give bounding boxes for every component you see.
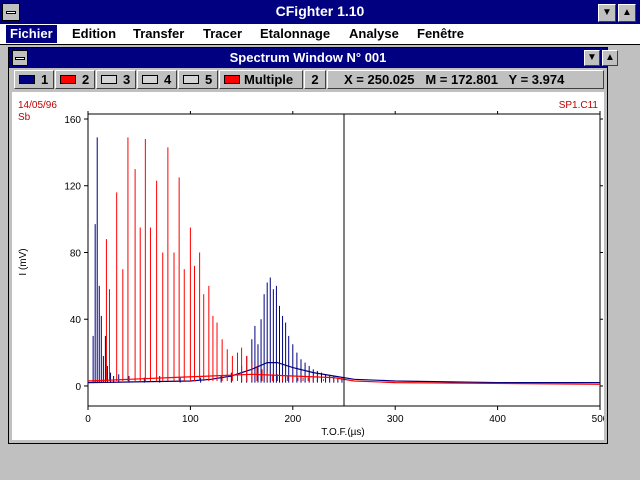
menu-etalonnage[interactable]: Etalonnage <box>260 26 331 41</box>
trace-toggle-3[interactable]: 3 <box>96 70 136 89</box>
y-tick-label: 80 <box>70 248 82 259</box>
spectrum-window-titlebar <box>9 48 607 68</box>
cursor-readout: X = 250.025 M = 172.801 Y = 3.974 <box>327 70 604 89</box>
trace-4-label: 4 <box>164 72 172 87</box>
system-menu-icon[interactable] <box>2 3 20 21</box>
trace-toggle-1[interactable]: 1 <box>14 70 54 89</box>
trace-toggle-4[interactable]: 4 <box>137 70 177 89</box>
trace-3-swatch <box>101 75 117 84</box>
menu-fichier[interactable]: Fichier <box>6 25 57 43</box>
child-system-menu-icon[interactable] <box>12 50 28 66</box>
menu-fenetre[interactable]: Fenêtre <box>417 26 464 41</box>
menu-tracer[interactable]: Tracer <box>203 26 243 41</box>
status-strip <box>0 470 640 480</box>
trace-toggle-5[interactable]: 5 <box>178 70 218 89</box>
multiple-swatch <box>224 75 240 84</box>
app-titlebar <box>0 0 640 24</box>
trace-5-swatch <box>183 75 199 84</box>
menu-transfer[interactable]: Transfer <box>133 26 185 41</box>
plot-panel: 14/05/96 Sb SP1.C11 I (mV) T.O.F.(µs) 0 4… <box>12 92 609 440</box>
trace-1-swatch <box>19 75 35 84</box>
trace-3-label: 3 <box>123 72 131 87</box>
trace-5-label: 5 <box>205 72 213 87</box>
trace-2-label: 2 <box>82 72 90 87</box>
x-tick-label: 200 <box>284 414 301 425</box>
plot-file: SP1.C11 <box>559 100 599 111</box>
multiple-count[interactable]: 2 <box>304 70 326 89</box>
series-1-envelope <box>87 362 600 384</box>
x-tick-label: 400 <box>489 414 506 425</box>
y-tick-label: 40 <box>70 315 82 326</box>
maximize-icon[interactable]: ▲ <box>618 4 636 22</box>
multiple-toggle[interactable]: Multiple <box>219 70 303 89</box>
trace-toggle-2[interactable]: 2 <box>55 70 95 89</box>
menu-bar <box>0 24 640 45</box>
x-tick-label: 100 <box>182 414 199 425</box>
menu-analyse[interactable]: Analyse <box>349 26 399 41</box>
x-axis-label: T.O.F.(µs) <box>321 427 365 438</box>
trace-1-label: 1 <box>41 72 49 87</box>
y-tick-label: 160 <box>64 115 81 126</box>
plot-sample: Sb <box>18 112 31 123</box>
x-tick-label: 300 <box>387 414 404 425</box>
plot-date: 14/05/96 <box>18 100 57 111</box>
trace-4-swatch <box>142 75 158 84</box>
y-tick-label: 0 <box>75 382 81 393</box>
multiple-label: Multiple <box>244 72 294 87</box>
app-title: CFighter 1.10 <box>275 3 365 19</box>
spectrum-plot[interactable]: 14/05/96 Sb SP1.C11 I (mV) T.O.F.(µs) 0 4… <box>12 92 609 440</box>
child-maximize-icon[interactable]: ▲ <box>602 50 618 66</box>
y-axis-label: I (mV) <box>18 248 29 275</box>
x-tick-label: 0 <box>85 414 91 425</box>
menu-edition[interactable]: Edition <box>72 26 117 41</box>
y-tick-label: 120 <box>64 182 81 193</box>
child-minimize-icon[interactable]: ▼ <box>584 50 600 66</box>
spectrum-window-title: Spectrum Window N° 001 <box>229 50 387 65</box>
trace-2-swatch <box>60 75 76 84</box>
minimize-icon[interactable]: ▼ <box>598 4 616 22</box>
x-tick-label: 500 <box>592 414 604 425</box>
